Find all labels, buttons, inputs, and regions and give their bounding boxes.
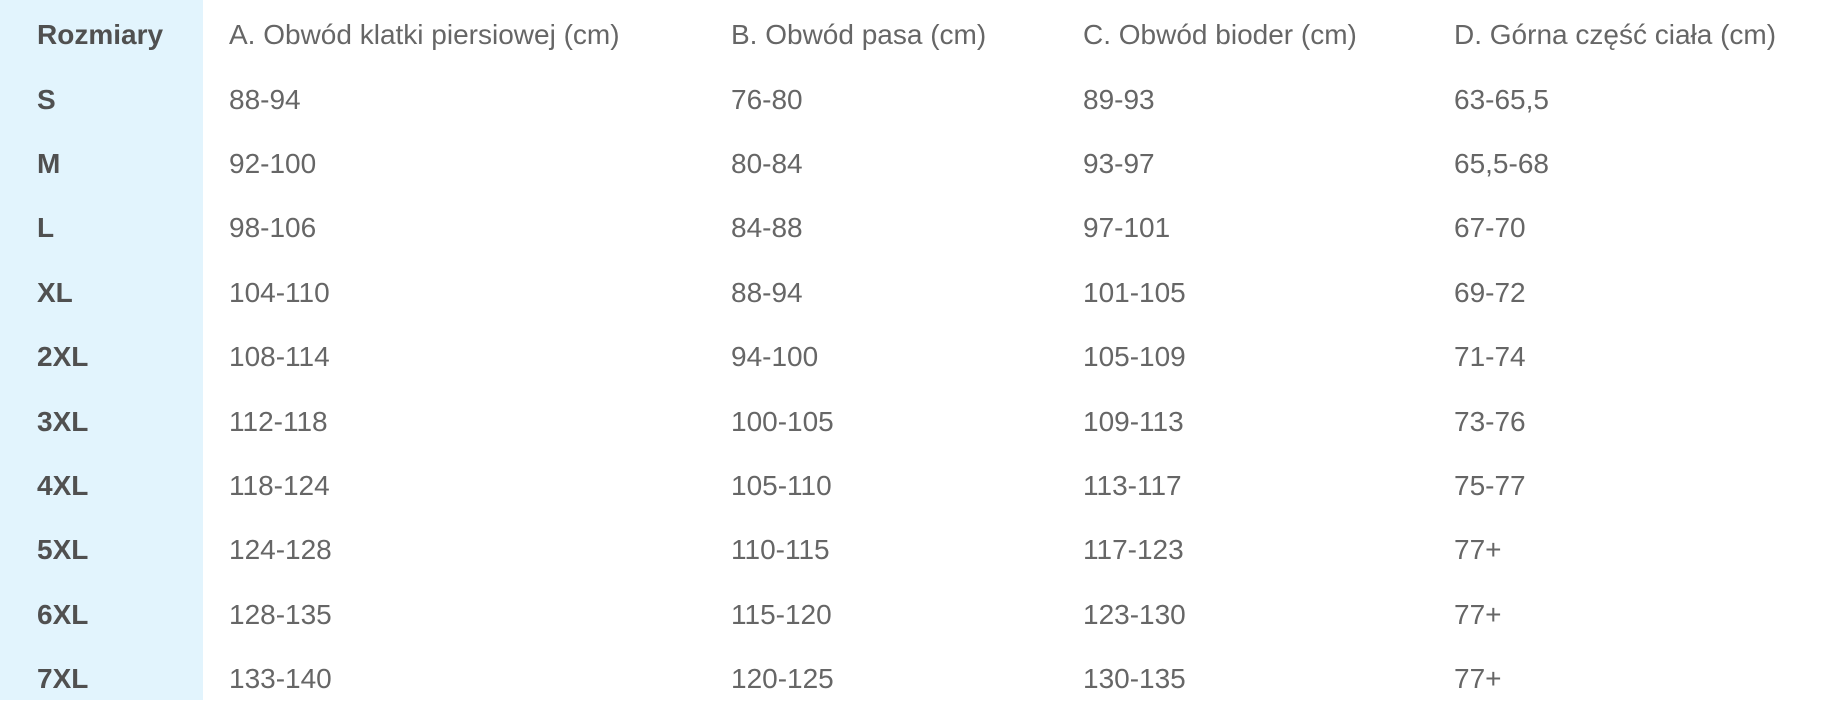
size-label: 5XL <box>37 534 89 566</box>
measurement-cell: 89-93 <box>1083 83 1155 115</box>
size-label: 6XL <box>37 598 89 630</box>
measurement-cell: 77+ <box>1454 534 1502 566</box>
header-row: Rozmiary A. Obwód klatki piersiowej (cm) B… <box>0 3 1826 67</box>
measurement-cell: 105-109 <box>1083 341 1186 373</box>
table-row: 7XL 133-140 120-125 130-135 77+ <box>0 647 1826 711</box>
measurement-cell: 92-100 <box>229 147 317 179</box>
measurement-cell: 109-113 <box>1083 405 1184 437</box>
measurement-cell: 112-118 <box>229 405 328 437</box>
table-row: 5XL 124-128 110-115 117-123 77+ <box>0 518 1826 582</box>
size-label: XL <box>37 276 73 308</box>
measurement-cell: 88-94 <box>731 276 803 308</box>
column-header: C. Obwód bioder (cm) <box>1083 19 1357 51</box>
measurement-cell: 115-120 <box>731 598 832 630</box>
measurement-cell: 101-105 <box>1083 276 1186 308</box>
table-row: 6XL 128-135 115-120 123-130 77+ <box>0 583 1826 647</box>
size-label: L <box>37 212 55 244</box>
size-label: M <box>37 147 61 179</box>
measurement-cell: 117-123 <box>1083 534 1184 566</box>
measurement-cell: 94-100 <box>731 341 819 373</box>
measurement-cell: 133-140 <box>229 663 332 695</box>
measurement-cell: 93-97 <box>1083 147 1155 179</box>
column-header: D. Górna część ciała (cm) <box>1454 19 1777 51</box>
table-row: M 92-100 80-84 93-97 65,5-68 <box>0 132 1826 196</box>
column-header: A. Obwód klatki piersiowej (cm) <box>229 19 620 51</box>
measurement-cell: 77+ <box>1454 598 1502 630</box>
measurement-cell: 130-135 <box>1083 663 1186 695</box>
size-label: 3XL <box>37 405 89 437</box>
size-chart-table: Rozmiary A. Obwód klatki piersiowej (cm) B… <box>0 3 1826 711</box>
table-row: XL 104-110 88-94 101-105 69-72 <box>0 261 1826 325</box>
measurement-cell: 100-105 <box>731 405 834 437</box>
measurement-cell: 98-106 <box>229 212 317 244</box>
table-row: 3XL 112-118 100-105 109-113 73-76 <box>0 389 1826 453</box>
measurement-cell: 97-101 <box>1083 212 1171 244</box>
table-row: 2XL 108-114 94-100 105-109 71-74 <box>0 325 1826 389</box>
measurement-cell: 67-70 <box>1454 212 1526 244</box>
table-row: 4XL 118-124 105-110 113-117 75-77 <box>0 454 1826 518</box>
measurement-cell: 84-88 <box>731 212 803 244</box>
column-header: B. Obwód pasa (cm) <box>731 19 987 51</box>
measurement-cell: 75-77 <box>1454 469 1526 501</box>
measurement-cell: 105-110 <box>731 469 832 501</box>
measurement-cell: 108-114 <box>229 341 330 373</box>
measurement-cell: 73-76 <box>1454 405 1526 437</box>
measurement-cell: 124-128 <box>229 534 332 566</box>
size-label: 2XL <box>37 341 89 373</box>
size-label: S <box>37 83 56 115</box>
measurement-cell: 118-124 <box>229 469 330 501</box>
table-row: L 98-106 84-88 97-101 67-70 <box>0 196 1826 260</box>
measurement-cell: 104-110 <box>229 276 330 308</box>
measurement-cell: 128-135 <box>229 598 332 630</box>
measurement-cell: 110-115 <box>731 534 830 566</box>
table-row: S 88-94 76-80 89-93 63-65,5 <box>0 67 1826 131</box>
measurement-cell: 123-130 <box>1083 598 1186 630</box>
size-label: 7XL <box>37 663 89 695</box>
measurement-cell: 65,5-68 <box>1454 147 1549 179</box>
measurement-cell: 113-117 <box>1083 469 1182 501</box>
measurement-cell: 77+ <box>1454 663 1502 695</box>
column-header: Rozmiary <box>37 19 164 51</box>
measurement-cell: 63-65,5 <box>1454 83 1549 115</box>
measurement-cell: 120-125 <box>731 663 834 695</box>
measurement-cell: 80-84 <box>731 147 803 179</box>
size-column-background <box>0 0 203 700</box>
size-label: 4XL <box>37 469 89 501</box>
measurement-cell: 71-74 <box>1454 341 1526 373</box>
measurement-cell: 88-94 <box>229 83 301 115</box>
measurement-cell: 69-72 <box>1454 276 1526 308</box>
measurement-cell: 76-80 <box>731 83 803 115</box>
